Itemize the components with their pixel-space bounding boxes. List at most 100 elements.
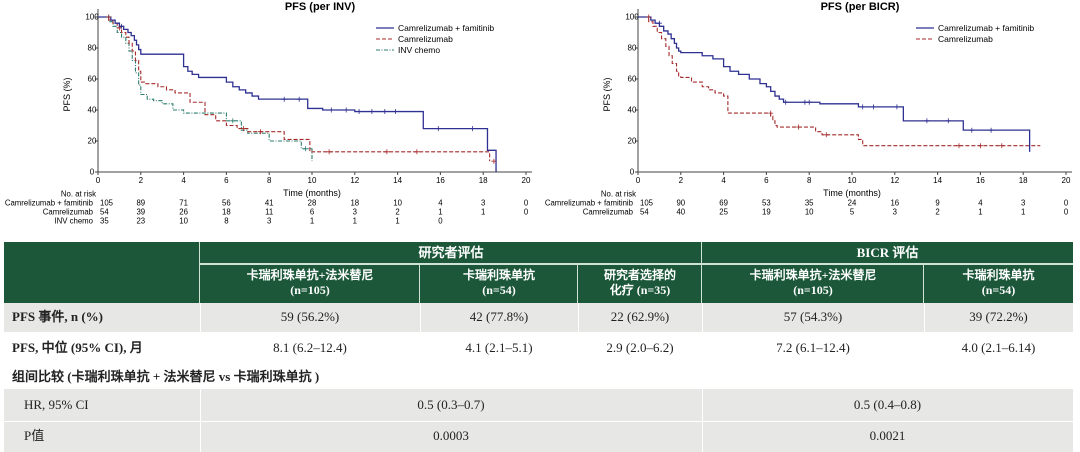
svg-text:10: 10 — [805, 208, 814, 217]
svg-text:20: 20 — [1062, 176, 1071, 185]
svg-text:60: 60 — [628, 75, 637, 84]
svg-text:56: 56 — [222, 199, 231, 208]
svg-text:105: 105 — [100, 199, 114, 208]
svg-text:PFS (%): PFS (%) — [602, 77, 612, 111]
svg-text:41: 41 — [265, 199, 274, 208]
svg-text:INV chemo: INV chemo — [398, 45, 440, 55]
svg-text:10: 10 — [848, 176, 857, 185]
svg-text:2: 2 — [139, 176, 144, 185]
svg-text:Camrelizumab + famitinib: Camrelizumab + famitinib — [938, 23, 1034, 33]
svg-text:10: 10 — [179, 217, 188, 226]
svg-text:PFS (per BICR): PFS (per BICR) — [821, 1, 900, 13]
svg-text:54: 54 — [640, 208, 649, 217]
svg-text:16: 16 — [436, 176, 445, 185]
svg-text:20: 20 — [628, 137, 637, 146]
svg-text:16: 16 — [976, 176, 985, 185]
svg-text:20: 20 — [522, 176, 531, 185]
svg-text:4: 4 — [181, 176, 186, 185]
svg-text:10: 10 — [308, 176, 317, 185]
svg-text:39: 39 — [136, 208, 145, 217]
svg-text:25: 25 — [719, 208, 728, 217]
svg-text:12: 12 — [890, 176, 899, 185]
svg-text:3: 3 — [1021, 199, 1025, 208]
svg-text:1: 1 — [395, 217, 399, 226]
svg-text:40: 40 — [628, 106, 637, 115]
svg-text:4: 4 — [978, 199, 983, 208]
svg-text:11: 11 — [265, 208, 273, 217]
svg-text:4: 4 — [721, 176, 726, 185]
svg-text:8: 8 — [807, 176, 812, 185]
svg-text:54: 54 — [100, 208, 109, 217]
svg-text:2: 2 — [679, 176, 684, 185]
svg-text:3: 3 — [481, 199, 485, 208]
svg-text:1: 1 — [481, 208, 485, 217]
svg-text:0: 0 — [636, 176, 641, 185]
svg-text:9: 9 — [935, 199, 939, 208]
svg-text:4: 4 — [438, 199, 443, 208]
svg-text:23: 23 — [136, 217, 145, 226]
svg-text:1: 1 — [353, 217, 357, 226]
svg-text:1: 1 — [438, 208, 442, 217]
svg-text:40: 40 — [88, 106, 97, 115]
svg-text:0: 0 — [438, 217, 443, 226]
svg-text:1: 1 — [1021, 208, 1025, 217]
svg-text:53: 53 — [762, 199, 771, 208]
svg-text:26: 26 — [179, 208, 188, 217]
svg-text:Camrelizumab + famitinib: Camrelizumab + famitinib — [5, 199, 94, 208]
svg-text:35: 35 — [100, 217, 109, 226]
svg-text:89: 89 — [136, 199, 145, 208]
svg-text:0: 0 — [1064, 199, 1069, 208]
svg-text:0: 0 — [524, 199, 529, 208]
svg-text:19: 19 — [762, 208, 771, 217]
svg-text:2: 2 — [395, 208, 399, 217]
svg-text:0: 0 — [1064, 208, 1069, 217]
svg-text:Camrelizumab + famitinib: Camrelizumab + famitinib — [398, 23, 494, 33]
svg-text:12: 12 — [350, 176, 359, 185]
svg-text:Camrelizumab: Camrelizumab — [583, 208, 634, 217]
svg-text:24: 24 — [848, 199, 857, 208]
svg-text:Time (months): Time (months) — [823, 188, 881, 198]
svg-text:8: 8 — [267, 176, 272, 185]
svg-text:28: 28 — [308, 199, 317, 208]
svg-text:3: 3 — [353, 208, 357, 217]
svg-text:18: 18 — [222, 208, 231, 217]
svg-text:14: 14 — [393, 176, 402, 185]
svg-text:0: 0 — [630, 168, 635, 177]
svg-text:Camrelizumab: Camrelizumab — [43, 208, 94, 217]
svg-text:PFS (per INV): PFS (per INV) — [285, 1, 356, 13]
svg-text:0: 0 — [96, 176, 101, 185]
svg-text:Camrelizumab: Camrelizumab — [398, 34, 453, 44]
svg-text:18: 18 — [479, 176, 488, 185]
svg-text:1: 1 — [310, 217, 314, 226]
svg-text:14: 14 — [933, 176, 942, 185]
svg-text:60: 60 — [88, 75, 97, 84]
svg-text:35: 35 — [805, 199, 814, 208]
svg-text:No. at risk: No. at risk — [601, 190, 636, 199]
svg-text:3: 3 — [267, 217, 271, 226]
svg-text:3: 3 — [893, 208, 897, 217]
svg-text:INV chemo: INV chemo — [54, 217, 93, 226]
svg-text:PFS (%): PFS (%) — [62, 77, 72, 111]
svg-text:100: 100 — [85, 13, 99, 22]
svg-text:0: 0 — [524, 208, 529, 217]
svg-text:5: 5 — [850, 208, 855, 217]
svg-text:90: 90 — [676, 199, 685, 208]
svg-text:18: 18 — [1019, 176, 1028, 185]
svg-text:105: 105 — [640, 199, 654, 208]
svg-text:1: 1 — [978, 208, 982, 217]
svg-text:80: 80 — [628, 44, 637, 53]
svg-text:20: 20 — [88, 137, 97, 146]
svg-text:No. at risk: No. at risk — [61, 190, 96, 199]
svg-text:8: 8 — [224, 217, 228, 226]
svg-text:40: 40 — [676, 208, 685, 217]
svg-text:6: 6 — [224, 176, 229, 185]
svg-text:Camrelizumab + famitinib: Camrelizumab + famitinib — [545, 199, 634, 208]
svg-text:0: 0 — [90, 168, 95, 177]
svg-text:16: 16 — [890, 199, 899, 208]
svg-text:Time (months): Time (months) — [283, 188, 341, 198]
svg-text:71: 71 — [179, 199, 188, 208]
svg-text:18: 18 — [350, 199, 359, 208]
svg-text:80: 80 — [88, 44, 97, 53]
svg-text:10: 10 — [393, 199, 402, 208]
svg-text:6: 6 — [764, 176, 769, 185]
